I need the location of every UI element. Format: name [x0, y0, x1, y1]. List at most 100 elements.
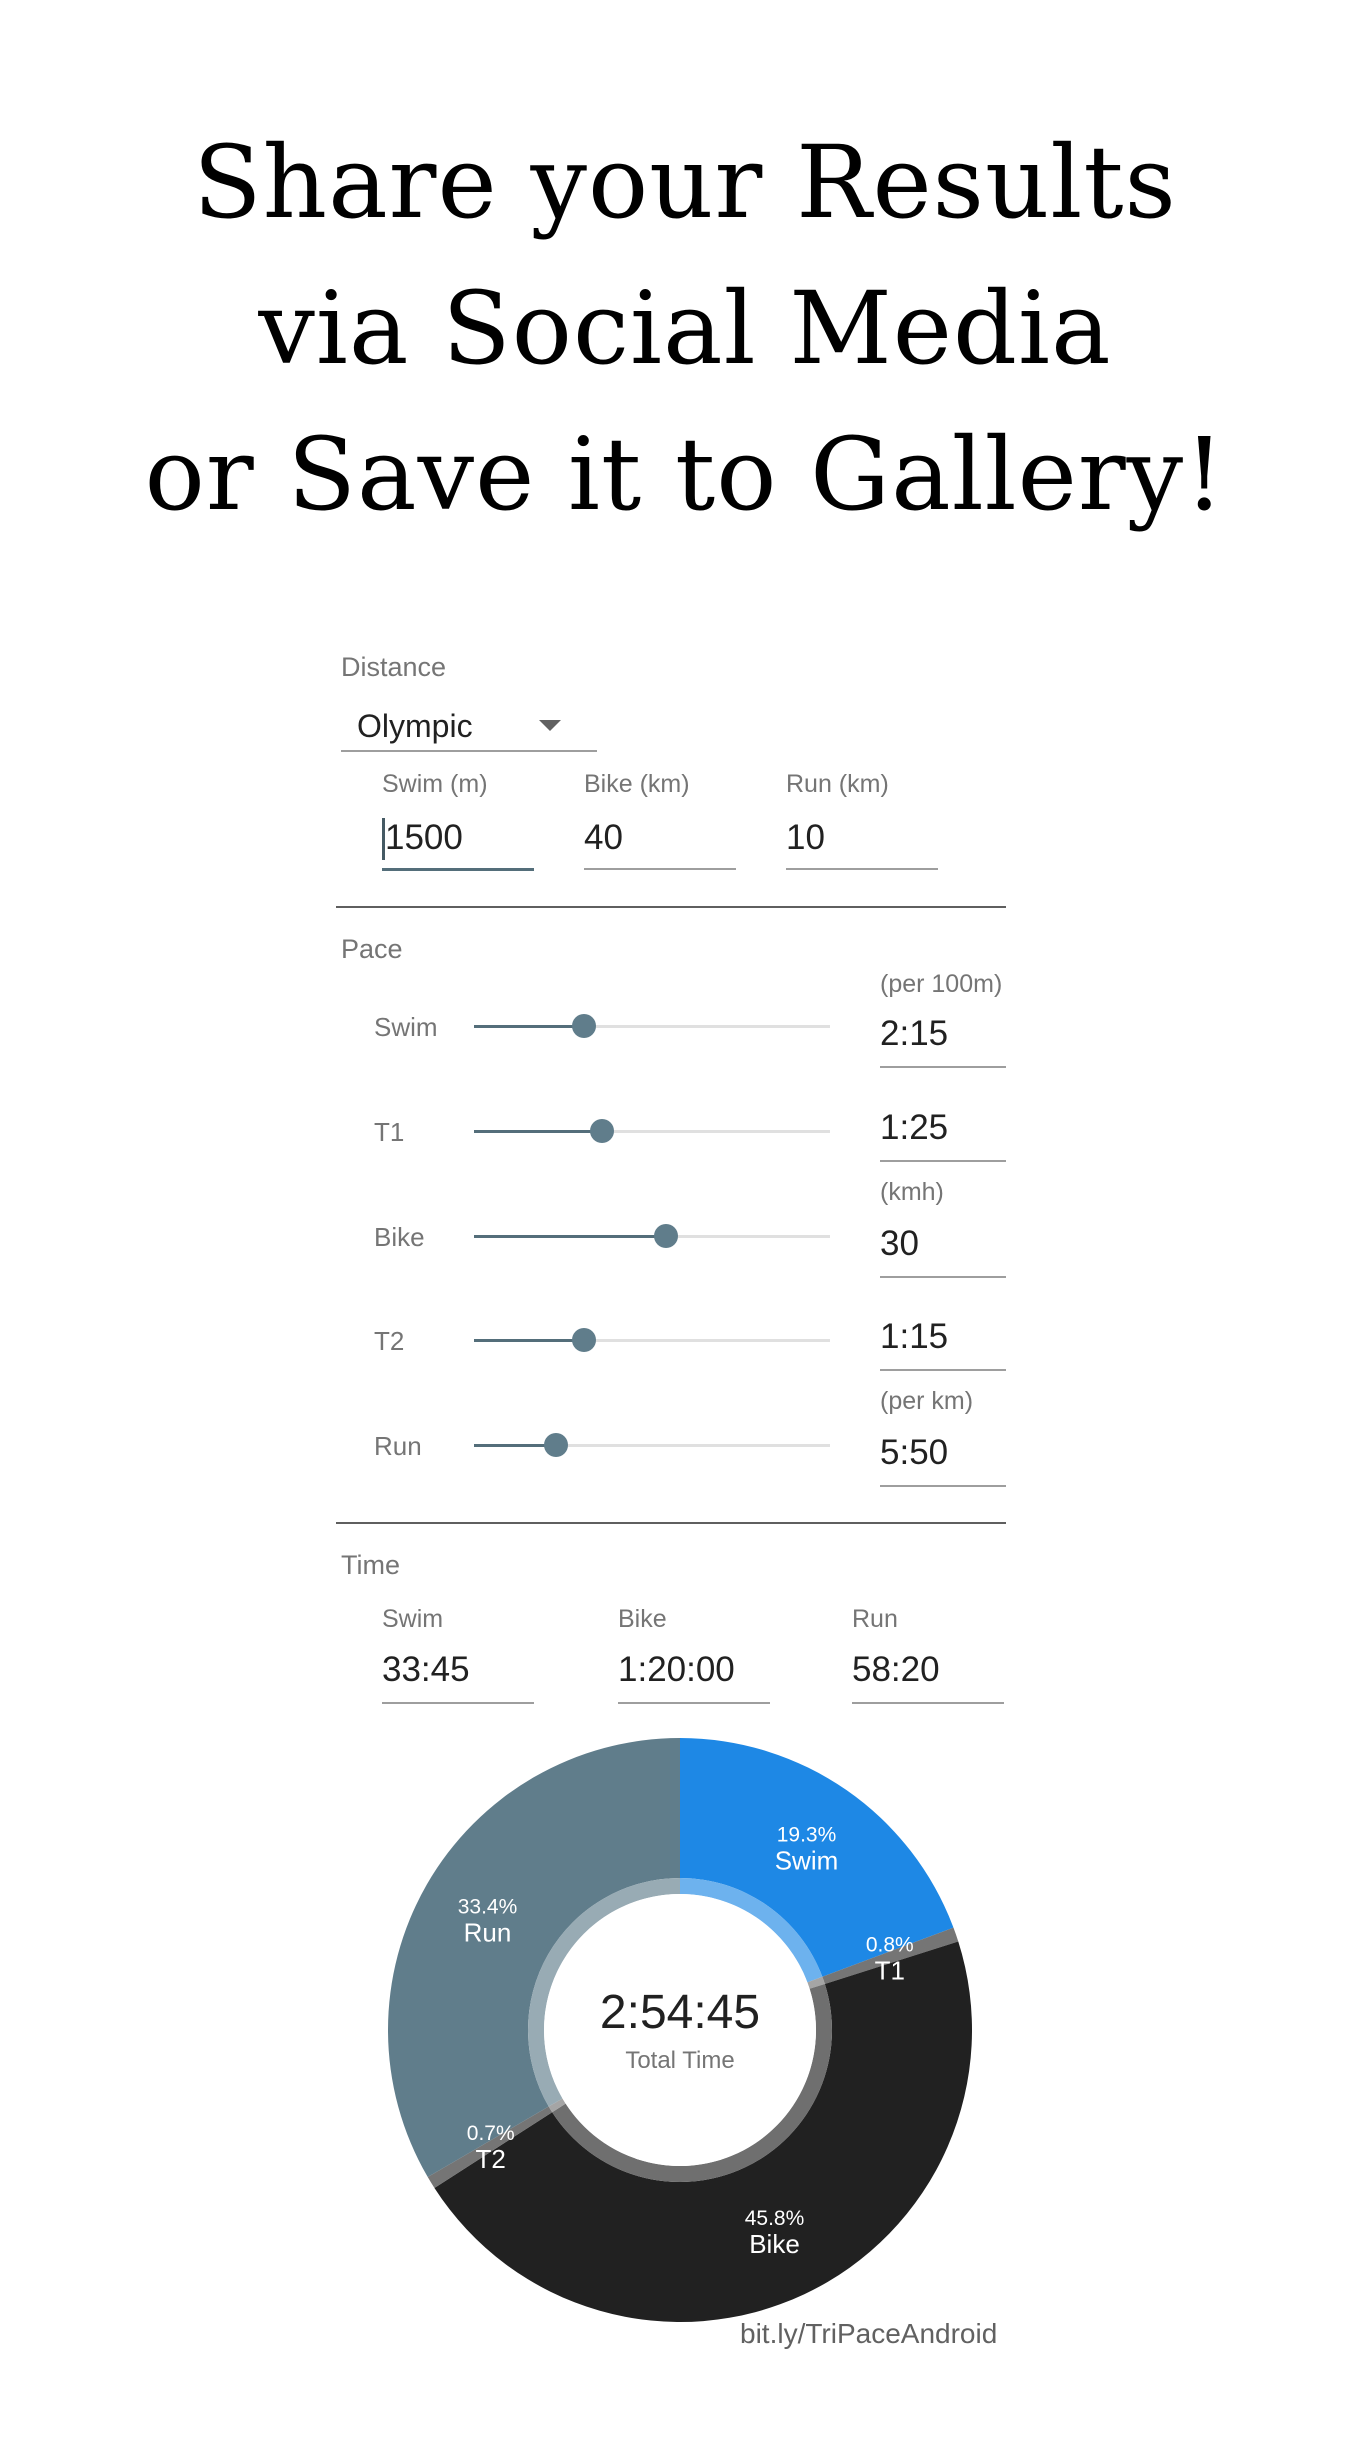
- run-pace-value: 5:50: [880, 1433, 949, 1472]
- bike-pace-input[interactable]: 30: [880, 1224, 1006, 1280]
- slice-bike: [434, 1941, 972, 2322]
- swim-pace-underline: [880, 1066, 1006, 1068]
- slice-percent-t2: 0.7%: [467, 2122, 515, 2145]
- t1-pace-underline: [880, 1160, 1006, 1162]
- swim-distance-label: Swim (m): [382, 770, 488, 798]
- run-distance-value: 10: [786, 818, 825, 857]
- run-distance-input[interactable]: 10: [786, 812, 938, 872]
- bike-pace-slider[interactable]: [474, 1224, 830, 1248]
- swim-pace-input[interactable]: 2:15: [880, 1014, 1006, 1070]
- slider-thumb[interactable]: [572, 1014, 597, 1038]
- bike-time-label: Bike: [618, 1605, 667, 1633]
- slider-fill: [474, 1130, 603, 1133]
- run-time-value: 58:20: [852, 1650, 940, 1689]
- total-time-donut-chart: 19.3%Swim 0.8%T1 45.8%Bike 0.7%T2 33.4%Run 2…: [388, 1738, 972, 2322]
- inner-ring-t1: [807, 1976, 825, 1989]
- text-cursor: [382, 818, 385, 860]
- total-time-label: Total Time: [625, 2047, 734, 2074]
- swim-distance-value: 1500: [385, 818, 463, 857]
- run-distance-label: Run (km): [786, 770, 889, 798]
- run-time-field: 58:20: [852, 1650, 1004, 1706]
- slider-thumb[interactable]: [543, 1433, 568, 1457]
- inner-ring-t2: [548, 2098, 566, 2113]
- slice-swim: [680, 1738, 954, 1977]
- slider-thumb[interactable]: [590, 1119, 615, 1143]
- footer-link[interactable]: bit.ly/TriPaceAndroid: [740, 2318, 998, 2349]
- t2-pace-value: 1:15: [880, 1317, 949, 1356]
- swim-pace-unit: (per 100m): [880, 970, 1003, 998]
- distance-label: Distance: [341, 652, 447, 682]
- t1-pace-input[interactable]: 1:25: [880, 1108, 1006, 1164]
- headline-line-2: via Social Media: [258, 270, 1112, 387]
- headline-line-3: or Save it to Gallery!: [144, 416, 1226, 533]
- slice-t1: [822, 1927, 959, 1984]
- bike-time-value: 1:20:00: [618, 1650, 735, 1689]
- distance-dropdown[interactable]: Olympic: [341, 700, 597, 752]
- section-divider: [336, 1522, 1006, 1524]
- bike-distance-input[interactable]: 40: [584, 812, 736, 872]
- slider-fill: [474, 1025, 585, 1028]
- headline-line-1: Share your Results: [193, 124, 1177, 241]
- slice-name-swim: Swim: [775, 1846, 839, 1876]
- chevron-down-icon: [539, 720, 561, 731]
- bike-pace-underline: [880, 1276, 1006, 1278]
- run-pace-name: Run: [374, 1431, 422, 1461]
- swim-pace-slider[interactable]: [474, 1014, 830, 1038]
- run-pace-slider[interactable]: [474, 1433, 830, 1457]
- slice-percent-run: 33.4%: [458, 1895, 518, 1918]
- total-time-value: 2:54:45: [600, 1986, 760, 2039]
- bike-pace-name: Bike: [374, 1222, 425, 1252]
- slider-fill: [474, 1339, 585, 1342]
- donut-center: [544, 1894, 816, 2166]
- t1-pace-value: 1:25: [880, 1108, 949, 1147]
- bike-distance-label: Bike (km): [584, 770, 690, 798]
- run-time-label: Run: [852, 1605, 898, 1633]
- run-pace-underline: [880, 1485, 1006, 1487]
- inner-ring-swim: [680, 1878, 823, 1983]
- swim-pace-name: Swim: [374, 1012, 438, 1042]
- slice-run: [388, 1738, 680, 2178]
- swim-pace-value: 2:15: [880, 1014, 949, 1053]
- swim-distance-input[interactable]: 1500: [382, 812, 534, 872]
- slider-thumb[interactable]: [654, 1224, 679, 1248]
- bike-pace-value: 30: [880, 1224, 919, 1263]
- section-divider: [336, 906, 1006, 908]
- time-label: Time: [341, 1550, 400, 1580]
- swim-time-value: 33:45: [382, 1650, 470, 1689]
- t2-pace-slider[interactable]: [474, 1328, 830, 1352]
- run-pace-unit: (per km): [880, 1387, 974, 1415]
- bike-pace-unit: (kmh): [880, 1178, 944, 1206]
- dropdown-underline: [341, 750, 597, 752]
- slider-thumb[interactable]: [572, 1328, 597, 1352]
- bike-distance-underline: [584, 868, 736, 870]
- pace-label: Pace: [341, 934, 403, 964]
- slider-fill: [474, 1235, 667, 1238]
- slice-percent-bike: 45.8%: [745, 2207, 805, 2230]
- bike-time-field: 1:20:00: [618, 1650, 770, 1706]
- bike-time-underline: [618, 1702, 770, 1704]
- slice-name-run: Run: [464, 1917, 512, 1947]
- swim-time-underline: [382, 1702, 534, 1704]
- t2-pace-input[interactable]: 1:15: [880, 1317, 1006, 1373]
- slice-percent-t1: 0.8%: [866, 1933, 914, 1956]
- swim-distance-underline: [382, 868, 534, 871]
- t2-pace-underline: [880, 1369, 1006, 1371]
- distance-selected: Olympic: [357, 708, 473, 744]
- slider-fill: [474, 1444, 556, 1447]
- run-time-underline: [852, 1702, 1004, 1704]
- run-pace-input[interactable]: 5:50: [880, 1433, 1006, 1489]
- slice-name-bike: Bike: [749, 2229, 800, 2259]
- swim-time-label: Swim: [382, 1605, 444, 1633]
- slice-t2: [427, 2106, 553, 2189]
- run-distance-underline: [786, 868, 938, 870]
- slice-name-t1: T1: [875, 1955, 905, 1985]
- t2-pace-name: T2: [374, 1326, 405, 1356]
- inner-ring-run: [528, 1878, 680, 2107]
- bike-distance-value: 40: [584, 818, 623, 857]
- t1-pace-slider[interactable]: [474, 1119, 830, 1143]
- slice-percent-swim: 19.3%: [777, 1824, 837, 1847]
- slice-name-t2: T2: [476, 2144, 506, 2174]
- headline: Share your Results via Social Media or S…: [0, 110, 1370, 548]
- swim-time-field: 33:45: [382, 1650, 534, 1706]
- t1-pace-name: T1: [374, 1117, 405, 1147]
